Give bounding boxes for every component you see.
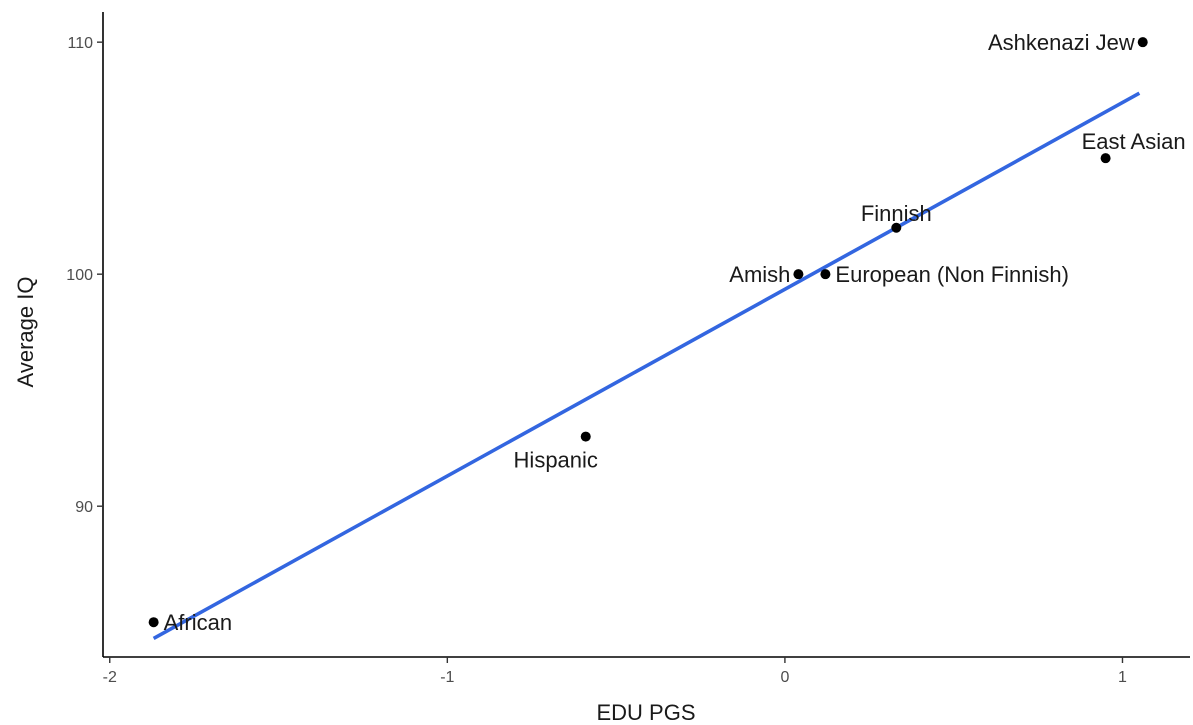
x-tick-label: 0 [780, 669, 789, 686]
data-point [1137, 37, 1148, 48]
data-point [580, 431, 591, 442]
point-label: Hispanic [514, 448, 598, 473]
point-label: African [164, 610, 232, 635]
point-label: Ashkenazi Jew [988, 30, 1135, 55]
data-point [820, 269, 831, 280]
y-axis-title: Average IQ [13, 277, 38, 388]
x-tick-label: -2 [103, 669, 117, 686]
y-tick-label: 90 [75, 499, 93, 516]
x-tick-label: 1 [1118, 669, 1127, 686]
x-ticks: -2 -1 0 1 [103, 657, 1127, 686]
y-tick-label: 100 [66, 267, 93, 284]
regression-line [152, 91, 1141, 641]
x-axis-title: EDU PGS [596, 700, 695, 725]
point-label: Finnish [861, 201, 932, 226]
x-tick-label: -1 [440, 669, 454, 686]
y-ticks: 90 100 110 [66, 35, 103, 516]
data-point [793, 269, 804, 280]
plot-area: African Hispanic Amish European (Non Finnis… [148, 30, 1186, 641]
data-point [1100, 153, 1111, 164]
point-label: East Asian [1082, 129, 1186, 154]
point-label: Amish [729, 262, 790, 287]
data-point [148, 617, 159, 628]
data-point [891, 222, 902, 233]
point-label: European (Non Finnish) [835, 262, 1069, 287]
y-tick-label: 110 [67, 35, 93, 52]
